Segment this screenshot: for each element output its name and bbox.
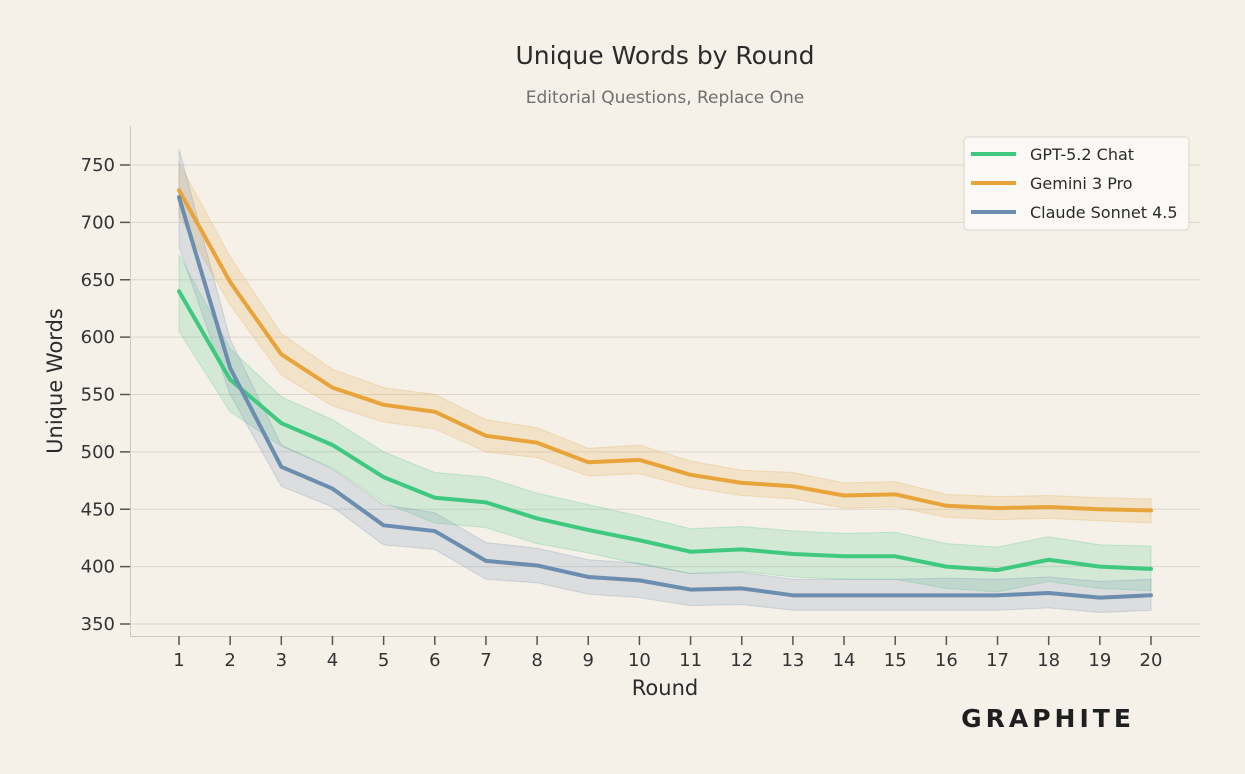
x-tick-label: 6 <box>429 650 440 671</box>
x-tick-label: 8 <box>531 650 542 671</box>
x-tick-label: 7 <box>480 650 491 671</box>
confidence-band-claude-sonnet-4-5 <box>178 148 1152 614</box>
x-tick-label: 5 <box>378 650 389 671</box>
chart-title: Unique Words by Round <box>515 41 814 70</box>
legend-label-gemini-3-pro: Gemini 3 Pro <box>1030 174 1133 193</box>
y-tick-label: 400 <box>81 557 115 578</box>
legend-label-claude-sonnet-4-5: Claude Sonnet 4.5 <box>1030 203 1178 222</box>
legend-box <box>963 136 1190 231</box>
x-axis-label: Round <box>632 676 698 700</box>
series-lines <box>177 188 1153 600</box>
legend-label-gpt-5-2-chat: GPT-5.2 Chat <box>1030 145 1134 164</box>
x-tick-label: 3 <box>276 650 287 671</box>
y-tick-label: 600 <box>81 327 115 348</box>
confidence-bands <box>178 148 1152 614</box>
series-line-gemini-3-pro <box>177 188 1153 513</box>
y-tick-label: 550 <box>81 385 115 406</box>
confidence-band-gpt-5-2-chat <box>178 254 1152 593</box>
y-tick-label: 700 <box>81 212 115 233</box>
x-tick-label: 14 <box>833 650 856 671</box>
brand-logo: GRAPHITE <box>961 704 1135 733</box>
x-tick-label: 4 <box>327 650 338 671</box>
x-tick-label: 16 <box>935 650 958 671</box>
x-tick-label: 13 <box>781 650 804 671</box>
confidence-band-gemini-3-pro <box>178 162 1152 524</box>
series-line-claude-sonnet-4-5 <box>177 195 1153 600</box>
x-tick-label: 12 <box>730 650 753 671</box>
gridlines <box>130 164 1200 625</box>
y-axis-ticks: 350 400 450 500 550 600 650 700 750 <box>81 155 130 635</box>
x-tick-label: 18 <box>1037 650 1060 671</box>
chart-subtitle: Editorial Questions, Replace One <box>526 88 805 108</box>
legend: GPT-5.2 Chat Gemini 3 Pro Claude Sonnet 4.… <box>963 136 1190 231</box>
y-tick-label: 450 <box>81 499 115 520</box>
x-tick-label: 1 <box>173 650 184 671</box>
x-tick-label: 15 <box>884 650 907 671</box>
y-axis-label: Unique Words <box>43 308 67 454</box>
y-tick-label: 500 <box>81 442 115 463</box>
x-tick-label: 17 <box>986 650 1009 671</box>
y-tick-label: 650 <box>81 270 115 291</box>
x-tick-label: 11 <box>679 650 702 671</box>
y-tick-label: 350 <box>81 614 115 635</box>
series-line-gpt-5-2-chat <box>177 289 1153 573</box>
x-tick-label: 10 <box>628 650 651 671</box>
x-axis-ticks: 1 2 3 4 5 6 7 8 9 10 11 12 13 14 15 16 17 18 19 20 <box>173 636 1162 671</box>
x-tick-label: 20 <box>1140 650 1163 671</box>
x-tick-label: 9 <box>583 650 594 671</box>
y-tick-label: 750 <box>81 155 115 176</box>
x-tick-label: 19 <box>1088 650 1111 671</box>
x-tick-label: 2 <box>224 650 235 671</box>
